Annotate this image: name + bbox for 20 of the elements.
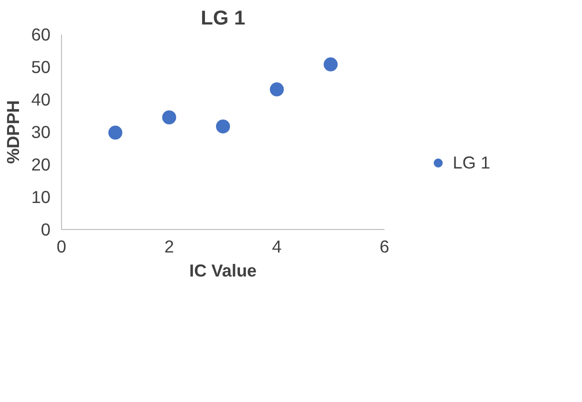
point <box>270 82 284 96</box>
point <box>216 119 230 134</box>
y-tick-label: 50 <box>31 57 51 77</box>
y-tick-label: 10 <box>31 187 51 207</box>
point <box>162 110 176 124</box>
x-tick-label: 4 <box>272 236 282 256</box>
y-axis-title: %DPPH <box>3 100 24 164</box>
point <box>324 57 338 72</box>
y-tick-label: 20 <box>31 154 51 174</box>
x-tick-label: 2 <box>164 236 174 256</box>
y-tick-label: 0 <box>40 220 51 240</box>
point <box>108 126 122 140</box>
chart-title: LG 1 <box>200 8 246 30</box>
x-axis-title: IC Value <box>189 260 258 280</box>
y-tick-label: 60 <box>31 24 51 44</box>
x-tick-label: 6 <box>380 236 390 256</box>
legend-label: LG 1 <box>452 152 490 173</box>
y-tick-label: 40 <box>31 90 51 110</box>
y-tick-label: 30 <box>31 122 51 142</box>
x-tick-label: 0 <box>56 236 66 256</box>
